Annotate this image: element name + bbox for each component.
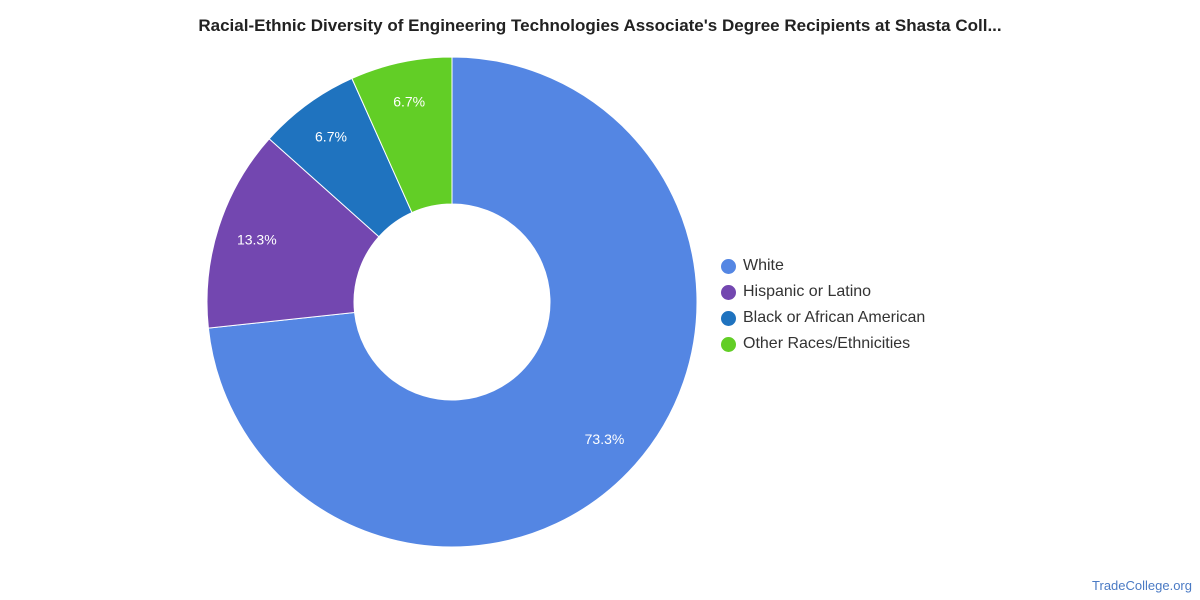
legend-item-black-or-african-american[interactable]: Black or African American bbox=[721, 305, 925, 331]
chart-title: Racial-Ethnic Diversity of Engineering T… bbox=[198, 16, 1002, 35]
slices-group bbox=[206, 56, 698, 548]
legend-marker-icon bbox=[721, 284, 736, 300]
data-label-black-or-african-american: 6.7% bbox=[315, 129, 347, 145]
legend-label: Other Races/Ethnicities bbox=[743, 335, 911, 352]
data-label-hispanic-or-latino: 13.3% bbox=[237, 231, 277, 247]
data-label-other-races-ethnicities: 6.7% bbox=[393, 94, 425, 110]
legend-label: Black or African American bbox=[743, 309, 926, 326]
data-label-white: 73.3% bbox=[585, 431, 625, 447]
legend-label: Hispanic or Latino bbox=[743, 283, 872, 300]
slice-white[interactable] bbox=[207, 56, 698, 548]
legend: White Hispanic or Latino Black or African … bbox=[721, 253, 925, 357]
slice-other-races-ethnicities[interactable] bbox=[351, 56, 453, 214]
legend-marker-icon bbox=[721, 258, 736, 274]
legend-marker-icon bbox=[721, 336, 736, 352]
legend-marker-icon bbox=[721, 310, 736, 326]
legend-label: White bbox=[743, 257, 784, 274]
source-credit[interactable]: TradeCollege.org bbox=[1092, 578, 1192, 593]
slice-hispanic-or-latino[interactable] bbox=[206, 138, 380, 329]
data-labels-group: 73.3% 13.3% 6.7% 6.7% bbox=[237, 94, 624, 447]
legend-item-other-races-ethnicities[interactable]: Other Races/Ethnicities bbox=[721, 331, 925, 357]
legend-item-white[interactable]: White bbox=[721, 253, 925, 279]
legend-item-hispanic-or-latino[interactable]: Hispanic or Latino bbox=[721, 279, 925, 305]
